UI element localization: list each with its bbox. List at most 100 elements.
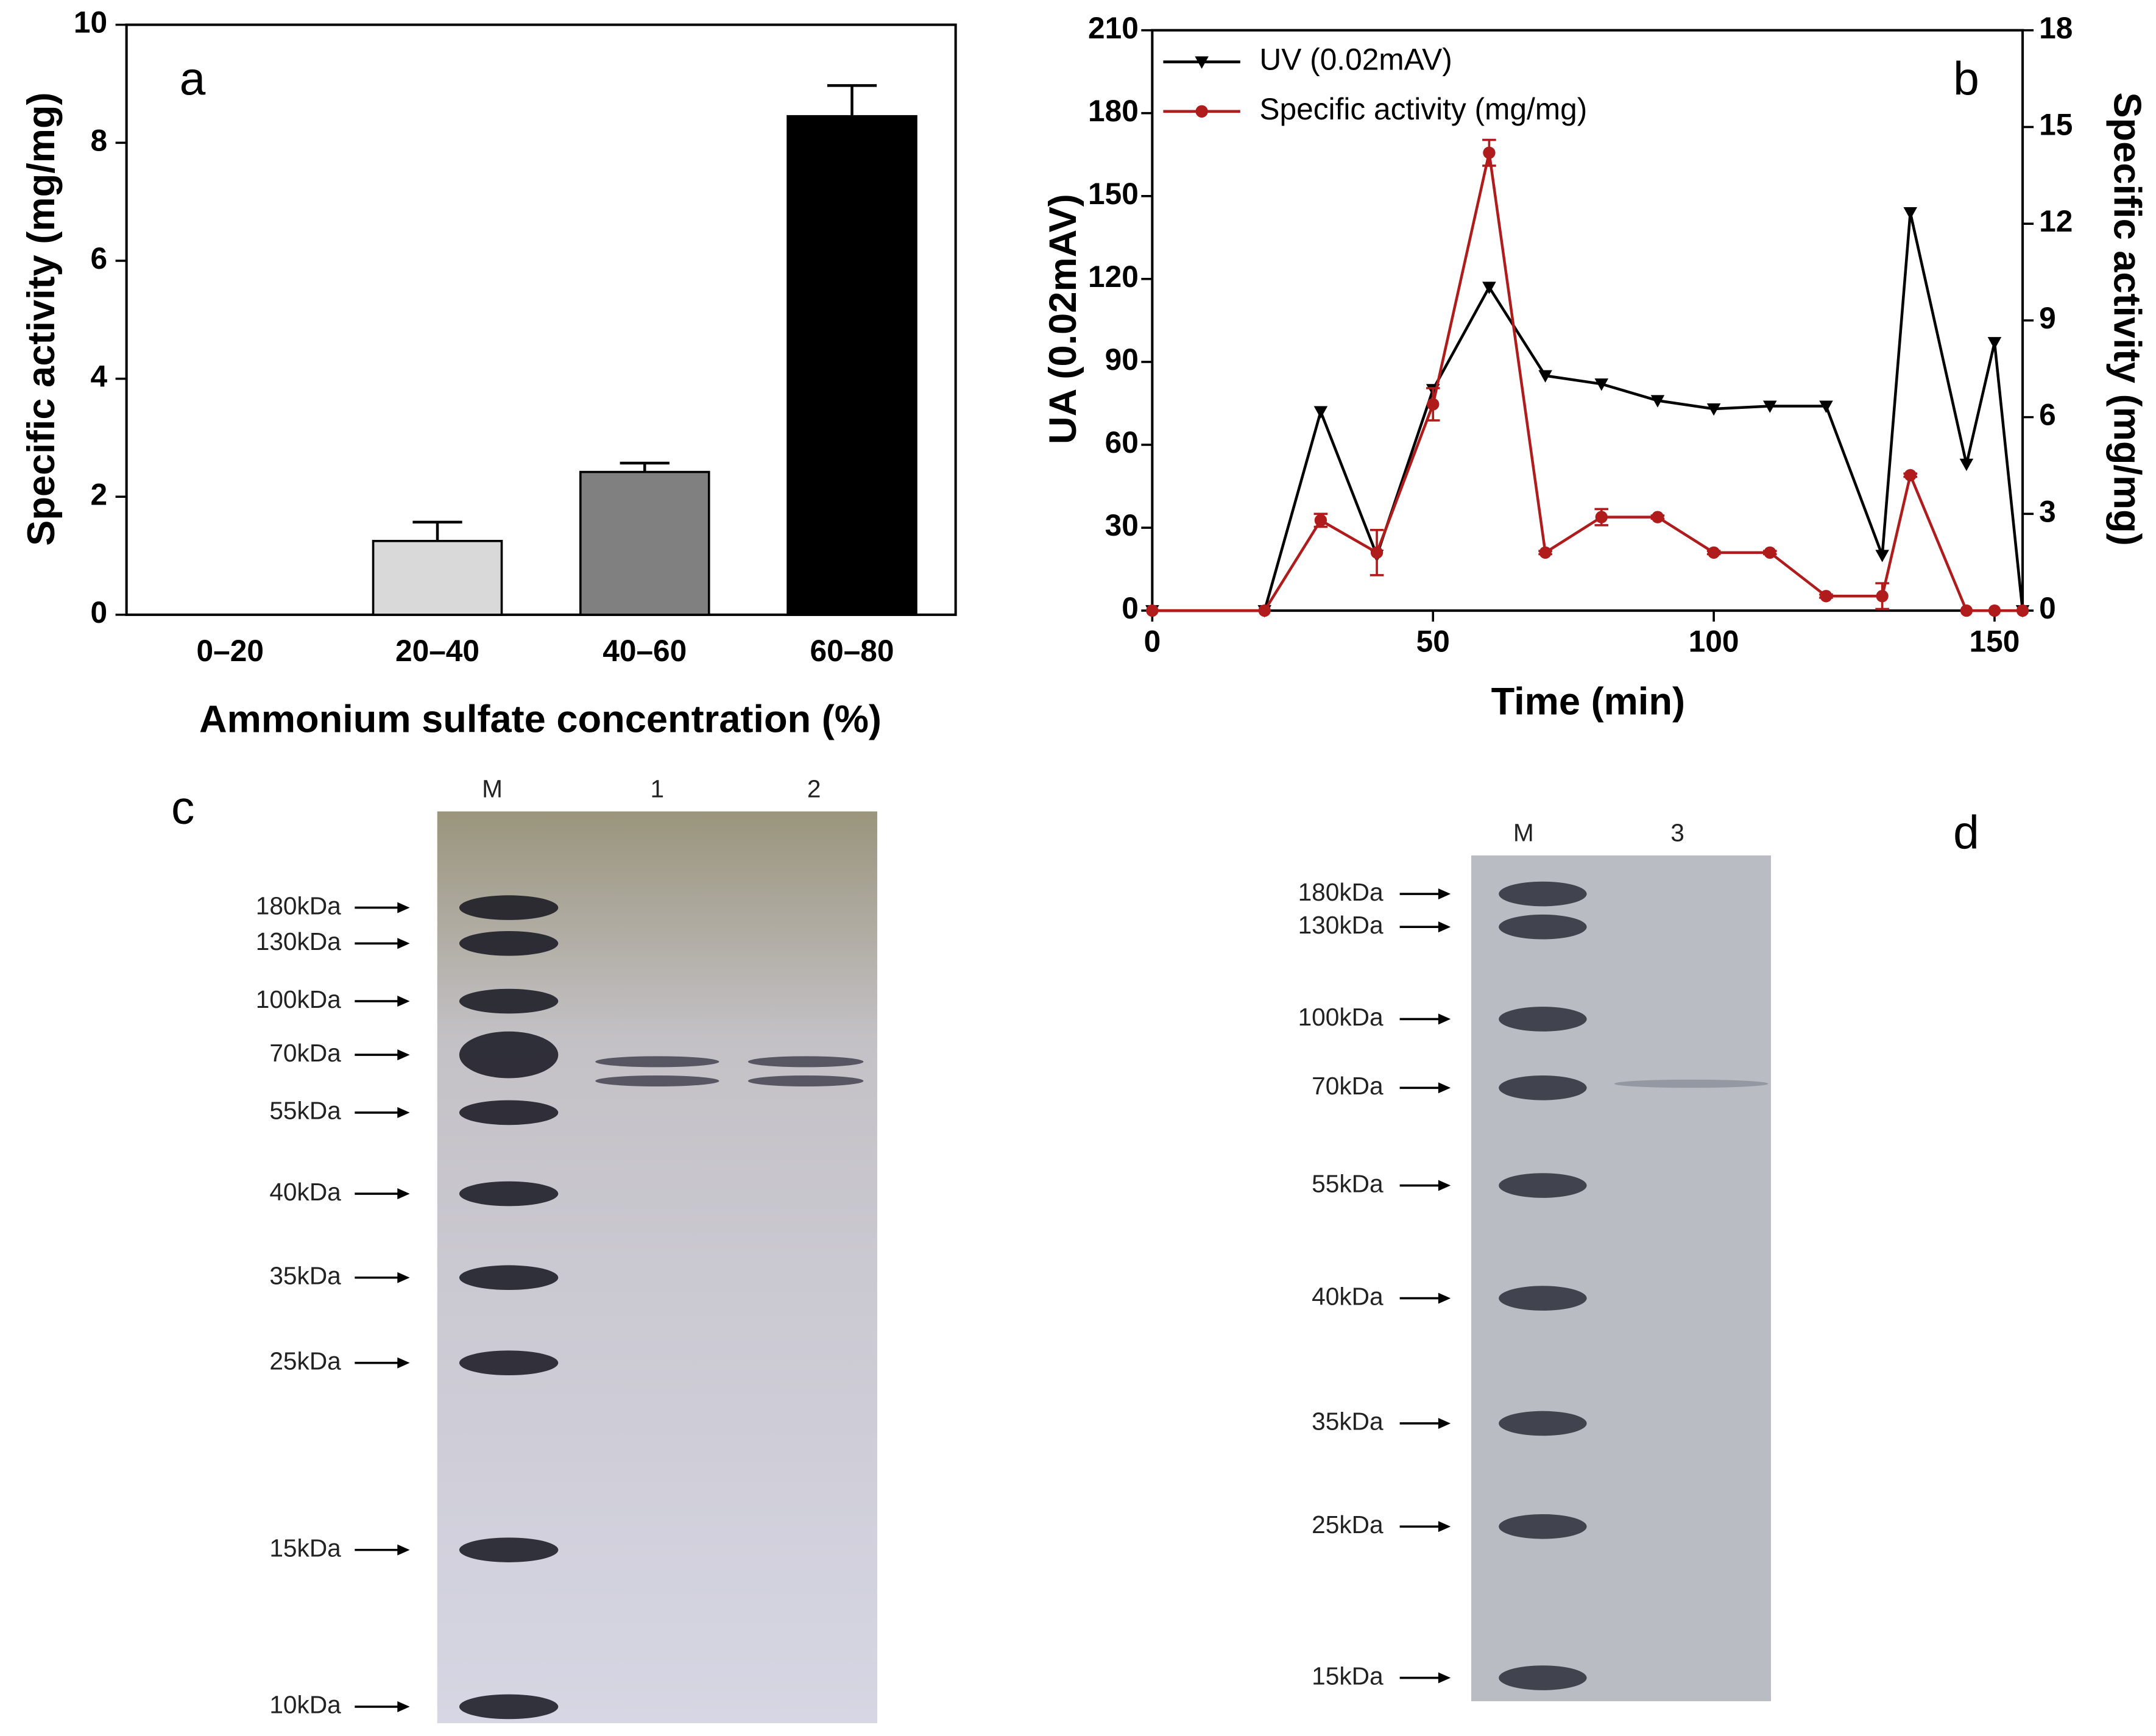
- point: [1819, 400, 1833, 413]
- y-tick-label: 8: [90, 123, 107, 157]
- lane-label: M: [1513, 819, 1534, 847]
- arrow-head: [397, 1049, 410, 1061]
- gel-band: [1499, 1075, 1587, 1100]
- arrow-head: [397, 1544, 410, 1556]
- gel-band: [459, 988, 559, 1014]
- point: [1706, 403, 1721, 416]
- gel-band: [459, 1350, 559, 1375]
- marker-label: 55kDa: [1312, 1169, 1384, 1197]
- x-tick-label: 60–80: [810, 634, 894, 668]
- point: [1314, 514, 1327, 527]
- gel-band: [1499, 1665, 1587, 1690]
- y-tick-label: 30: [1105, 508, 1139, 542]
- bar: [372, 540, 503, 616]
- point: [1651, 511, 1664, 523]
- panel-label: a: [180, 54, 206, 105]
- point: [1483, 146, 1496, 159]
- y2-tick-label: 18: [2039, 11, 2073, 45]
- point: [1875, 550, 1889, 562]
- gel-band: [748, 1075, 864, 1087]
- legend-label: Specific activity (mg/mg): [1259, 92, 1587, 126]
- marker-label: 10kDa: [269, 1691, 341, 1719]
- gel-band: [459, 895, 559, 920]
- point: [1146, 604, 1159, 617]
- point: [1764, 546, 1776, 559]
- point: [1313, 406, 1328, 419]
- gel-band: [1614, 1079, 1769, 1088]
- point: [2016, 604, 2029, 617]
- gel-band: [1499, 1173, 1587, 1198]
- gel-band: [459, 1031, 559, 1079]
- plot-frame: [125, 23, 957, 616]
- gel-band: [1499, 1007, 1587, 1032]
- point: [1594, 378, 1609, 391]
- y-tick-label: 90: [1105, 342, 1139, 377]
- marker-label: 55kDa: [269, 1097, 341, 1125]
- y2-tick-label: 15: [2039, 108, 2073, 142]
- arrow-head: [1438, 1672, 1451, 1684]
- marker-label: 25kDa: [1312, 1511, 1384, 1539]
- point: [1370, 546, 1384, 559]
- gel-d-image: [1471, 855, 1772, 1701]
- arrow-head: [397, 1701, 410, 1712]
- gel-band: [595, 1075, 719, 1087]
- y-tick-label: 120: [1088, 260, 1139, 294]
- lane-label: M: [482, 775, 503, 803]
- point: [1707, 546, 1720, 559]
- bar: [786, 115, 917, 616]
- legend-symbol: [1195, 105, 1208, 118]
- gel-band: [459, 1694, 559, 1720]
- x-tick-label: 150: [1970, 624, 2020, 658]
- arrow-head: [1438, 888, 1451, 900]
- y-axis-label: Specific activity (mg/mg): [20, 92, 63, 545]
- point: [1876, 590, 1889, 603]
- point: [1595, 511, 1608, 523]
- lane-label: 3: [1670, 819, 1684, 847]
- x-axis-label: Time (min): [1491, 680, 1685, 723]
- marker-label: 35kDa: [269, 1261, 341, 1289]
- arrow-head: [1438, 1082, 1451, 1094]
- point: [1427, 398, 1440, 411]
- gel-band: [595, 1056, 719, 1068]
- x-tick-label: 100: [1689, 624, 1739, 658]
- arrow-head: [1438, 1292, 1451, 1304]
- point: [1482, 282, 1496, 294]
- y2-tick-label: 0: [2039, 591, 2056, 625]
- gel-band: [459, 1265, 559, 1291]
- marker-label: 15kDa: [1312, 1662, 1384, 1690]
- arrow-head: [1438, 1013, 1451, 1025]
- arrow-head: [397, 938, 410, 949]
- y-tick-label: 6: [90, 241, 107, 275]
- point: [1903, 207, 1917, 220]
- y2-tick-label: 6: [2039, 398, 2056, 432]
- y2-tick-label: 12: [2039, 204, 2073, 238]
- gel-band: [1499, 1286, 1587, 1311]
- marker-label: 180kDa: [256, 891, 341, 919]
- x-tick-label: 0–20: [197, 634, 264, 668]
- gel-band: [1499, 1411, 1587, 1436]
- y-tick-label: 150: [1088, 177, 1139, 211]
- gel-band: [748, 1056, 864, 1068]
- marker-label: 130kDa: [256, 927, 341, 955]
- gel-band: [1499, 914, 1587, 940]
- point: [1959, 458, 1974, 472]
- gel-band: [459, 1100, 559, 1125]
- gel-band: [459, 1181, 559, 1206]
- x-tick-label: 40–60: [603, 634, 687, 668]
- x-axis-label: Ammonium sulfate concentration (%): [199, 698, 882, 741]
- y-tick-label: 0: [90, 595, 107, 629]
- gel-band: [1499, 1514, 1587, 1539]
- marker-label: 70kDa: [269, 1039, 341, 1067]
- marker-label: 25kDa: [269, 1347, 341, 1375]
- arrow-head: [1438, 1521, 1451, 1532]
- y-tick-label: 4: [90, 360, 107, 394]
- point: [1539, 546, 1552, 559]
- y-tick-label: 0: [1122, 591, 1139, 625]
- x-tick-label: 0: [1144, 624, 1161, 658]
- y-tick-label: 180: [1088, 94, 1139, 128]
- y-tick-label: 60: [1105, 425, 1139, 459]
- panel-label: d: [1953, 807, 1979, 859]
- arrow-head: [1438, 1180, 1451, 1191]
- arrow-head: [1438, 1417, 1451, 1430]
